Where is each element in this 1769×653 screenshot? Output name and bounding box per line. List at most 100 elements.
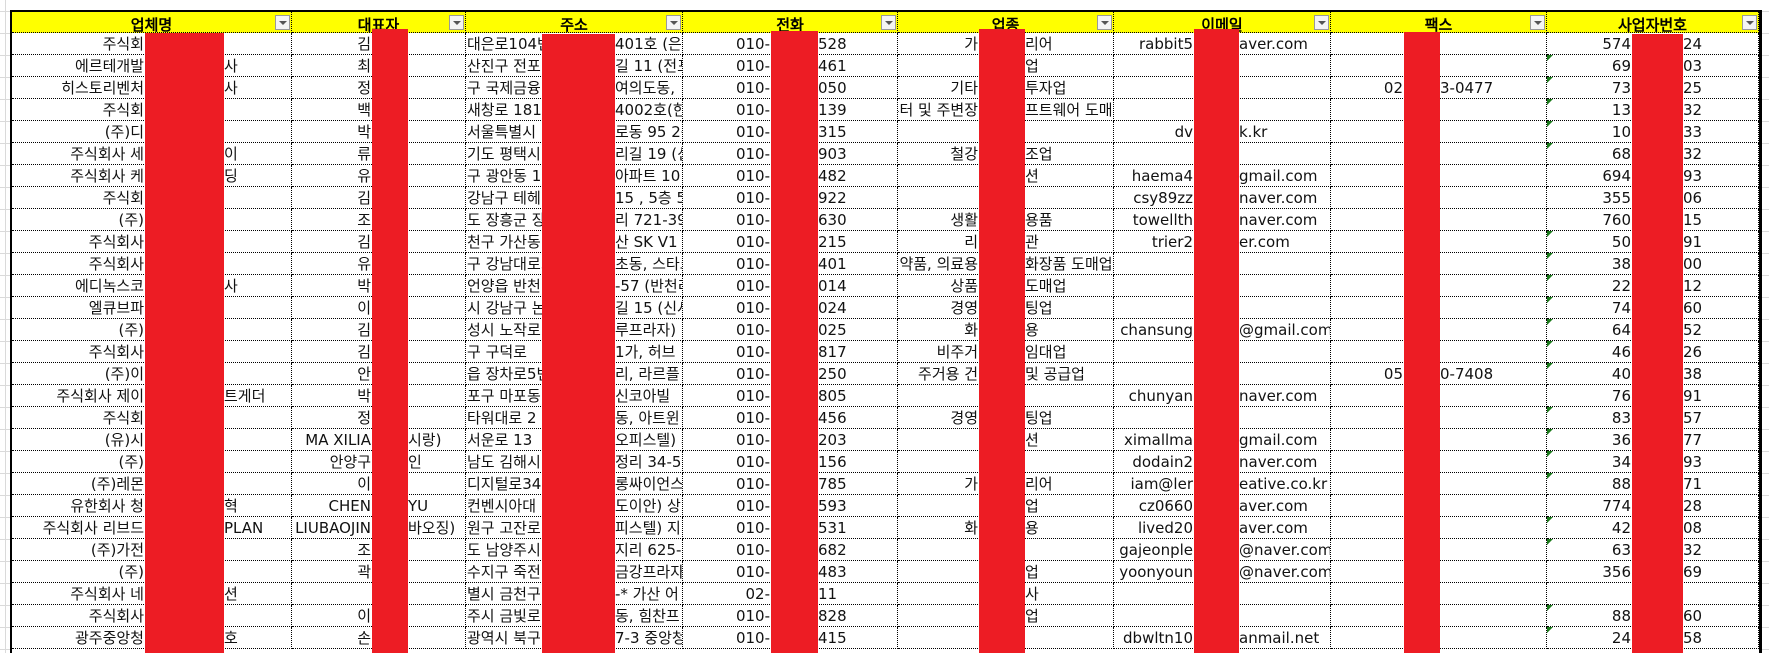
cell-text-left: 박 [357, 277, 371, 295]
cell-text-left: 83 [1611, 409, 1631, 427]
cell-text-right: 77 [1683, 431, 1703, 449]
number-stored-as-text-indicator-icon[interactable] [1547, 539, 1553, 545]
cell-text-left: 강남구 테헤 [467, 189, 541, 207]
number-stored-as-text-indicator-icon[interactable] [1547, 627, 1553, 633]
cell-text-left: 010- [735, 35, 770, 53]
cell-text-left: 유한회사 청 [70, 497, 144, 515]
cell-text-left: chansung [1120, 321, 1193, 339]
cell-text-left: 이 [357, 607, 371, 625]
header-company-name[interactable]: 업체명 [12, 12, 292, 34]
number-stored-as-text-indicator-icon[interactable] [1547, 363, 1553, 369]
cell-text-left: 광역시 북구 [467, 629, 541, 647]
cell-text-left: 시 강남구 논 [467, 299, 546, 317]
cell-text-right: 호 [224, 629, 238, 647]
header-address[interactable]: 주소 [466, 12, 683, 34]
filter-dropdown-icon[interactable] [666, 15, 681, 30]
cell-text-left: 가 [964, 475, 978, 493]
cell-text-right: 805 [818, 387, 847, 405]
cell-text-left: 주식회사 세 [70, 145, 144, 163]
cell-text-right: 401호 (은 [615, 35, 682, 53]
cell-text-left: dv [1174, 123, 1193, 141]
cell-text-left: rabbit5 [1139, 35, 1193, 53]
cell-text-left: 서운로 13 [467, 431, 533, 449]
cell-text-left: 읍 장차로5번 [467, 365, 551, 383]
cell-text-right: 정리 34-5 [615, 453, 682, 471]
number-stored-as-text-indicator-icon[interactable] [1547, 473, 1553, 479]
number-stored-as-text-indicator-icon[interactable] [1547, 319, 1553, 325]
cell-text-right: 션 [1025, 167, 1039, 185]
cell-text-left: gajeonple [1119, 541, 1193, 559]
cell-text-right: 156 [818, 453, 847, 471]
filter-dropdown-icon[interactable] [1097, 15, 1112, 30]
filter-dropdown-icon[interactable] [881, 15, 896, 30]
cell-text-left: 유 [357, 167, 371, 185]
number-stored-as-text-indicator-icon[interactable] [1547, 143, 1553, 149]
redaction-bar-email [1194, 29, 1239, 653]
cell-text-right: 프트웨어 도매 [1025, 101, 1113, 119]
cell-text-left: chunyan [1128, 387, 1193, 405]
number-stored-as-text-indicator-icon[interactable] [1547, 121, 1553, 127]
number-stored-as-text-indicator-icon[interactable] [1547, 517, 1553, 523]
cell-address[interactable]: 남도 김해시 정리 34-5 [466, 451, 683, 473]
cell-text-left: 010- [735, 189, 770, 207]
cell-text-right: 15 , 5층 51 [615, 189, 682, 207]
number-stored-as-text-indicator-icon[interactable] [1547, 429, 1553, 435]
cell-text-left: 안 [357, 365, 371, 383]
number-stored-as-text-indicator-icon[interactable] [1547, 275, 1553, 281]
cell-text-left: 서울특별시 [467, 123, 537, 141]
number-stored-as-text-indicator-icon[interactable] [1547, 451, 1553, 457]
cell-text-left: 주식회사 [88, 255, 144, 273]
number-stored-as-text-indicator-icon[interactable] [1547, 297, 1553, 303]
redaction-bar-address [542, 34, 615, 653]
cell-text-left: 박 [357, 387, 371, 405]
cell-text-left: 774 [1602, 497, 1631, 515]
number-stored-as-text-indicator-icon[interactable] [1547, 55, 1553, 61]
number-stored-as-text-indicator-icon[interactable] [1547, 341, 1553, 347]
cell-text-left: 남도 김해시 [467, 453, 541, 471]
cell-text-right: aver.com [1239, 519, 1308, 537]
cell-text-right: 15 [1683, 211, 1703, 229]
number-stored-as-text-indicator-icon[interactable] [1547, 605, 1553, 611]
cell-text-left: 주식회 [102, 409, 144, 427]
number-stored-as-text-indicator-icon[interactable] [1547, 231, 1553, 237]
header-industry[interactable]: 업종 [898, 12, 1114, 34]
cell-text-right: 00 [1683, 255, 1703, 273]
cell-text-right: er.com [1239, 233, 1290, 251]
cell-text-left: trier2 [1151, 233, 1193, 251]
filter-dropdown-icon[interactable] [1530, 15, 1545, 30]
cell-email[interactable]: gajeonple @naver.com [1114, 539, 1331, 561]
filter-dropdown-icon[interactable] [1314, 15, 1329, 30]
cell-text-left: 주식회 [102, 35, 144, 53]
cell-text-left: 010- [735, 299, 770, 317]
number-stored-as-text-indicator-icon[interactable] [1547, 253, 1553, 259]
filter-dropdown-icon[interactable] [1742, 15, 1757, 30]
header-business-number[interactable]: 사업자번호 [1547, 12, 1759, 34]
cell-text-right: 025 [818, 321, 847, 339]
cell-text-right: 93 [1683, 167, 1703, 185]
cell-text-left: 언양읍 반천 [467, 277, 541, 295]
cell-text-right: 58 [1683, 629, 1703, 647]
cell-text-left: 의약품, 의료용 [898, 255, 978, 273]
cell-text-left: 별시 금천구 [467, 585, 541, 603]
cell-text-right: 아파트 10 [615, 167, 681, 185]
filter-dropdown-icon[interactable] [449, 15, 464, 30]
cell-address[interactable]: 포구 마포동 신코아빌 [466, 385, 683, 407]
cell-text-right: 32 [1683, 541, 1703, 559]
cell-text-right: 32 [1683, 101, 1703, 119]
number-stored-as-text-indicator-icon[interactable] [1547, 99, 1553, 105]
cell-text-left: cz0660 [1138, 497, 1193, 515]
header-fax[interactable]: 팩스 [1331, 12, 1547, 34]
cell-text-right: 사 [224, 277, 238, 295]
cell-text-left: 구 강남대로5 [467, 255, 551, 273]
header-phone[interactable]: 전화 [683, 12, 898, 34]
number-stored-as-text-indicator-icon[interactable] [1547, 407, 1553, 413]
cell-text-left: 010- [735, 233, 770, 251]
cell-text-left: 13 [1611, 101, 1631, 119]
filter-dropdown-icon[interactable] [275, 15, 290, 30]
cell-phone[interactable]: 010- 139 [683, 99, 898, 121]
cell-text-left: 김 [357, 189, 371, 207]
cell-text-right: 014 [818, 277, 847, 295]
number-stored-as-text-indicator-icon[interactable] [1547, 77, 1553, 83]
cell-text-left: 유 [357, 255, 371, 273]
cell-text-right: 08 [1683, 519, 1703, 537]
